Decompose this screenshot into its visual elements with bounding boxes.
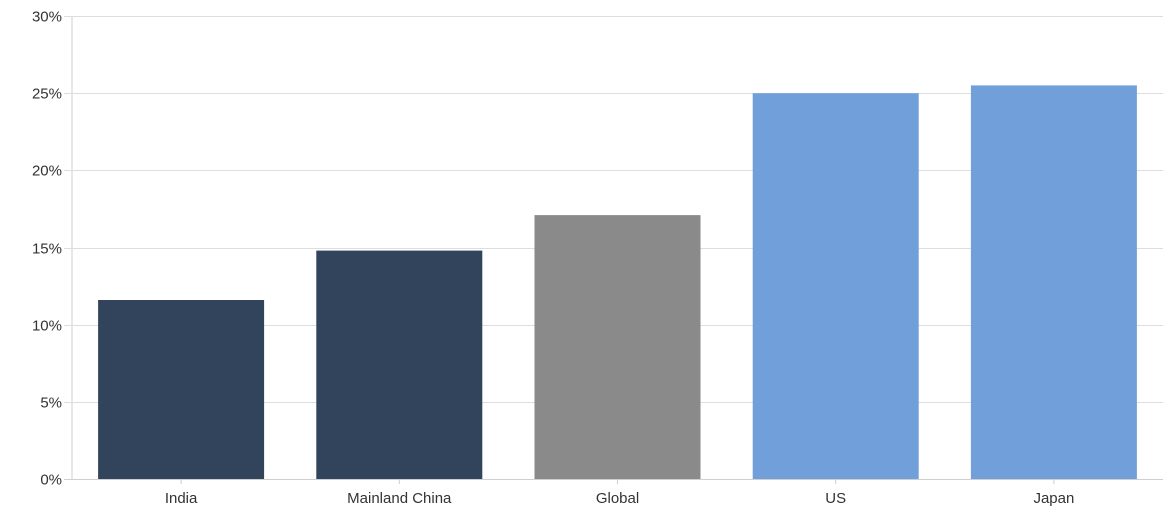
bar-india [98, 300, 265, 479]
bar-us [752, 93, 919, 479]
y-axis-ticks: 0% 5% 10% 15% 20% 25% 30% [32, 9, 62, 489]
x-axis-ticks: India Mainland China Global US Japan [165, 479, 1074, 507]
y-tick-label: 30% [32, 9, 62, 26]
x-tick-label: Japan [1033, 490, 1074, 507]
bar-japan [970, 85, 1137, 480]
y-tick-label: 25% [32, 86, 62, 103]
x-tick-label: US [825, 490, 846, 507]
x-tick-label: Global [596, 490, 639, 507]
x-tick-label: Mainland China [347, 490, 452, 507]
bar-global [534, 215, 701, 479]
x-tick-label: India [165, 490, 198, 507]
y-tick-label: 20% [32, 163, 62, 180]
y-tick-label: 0% [40, 472, 62, 489]
y-tick-label: 5% [40, 395, 62, 412]
bars [98, 85, 1137, 480]
y-tick-label: 15% [32, 241, 62, 258]
y-tick-label: 10% [32, 318, 62, 335]
bar-mainland-china [316, 250, 483, 479]
